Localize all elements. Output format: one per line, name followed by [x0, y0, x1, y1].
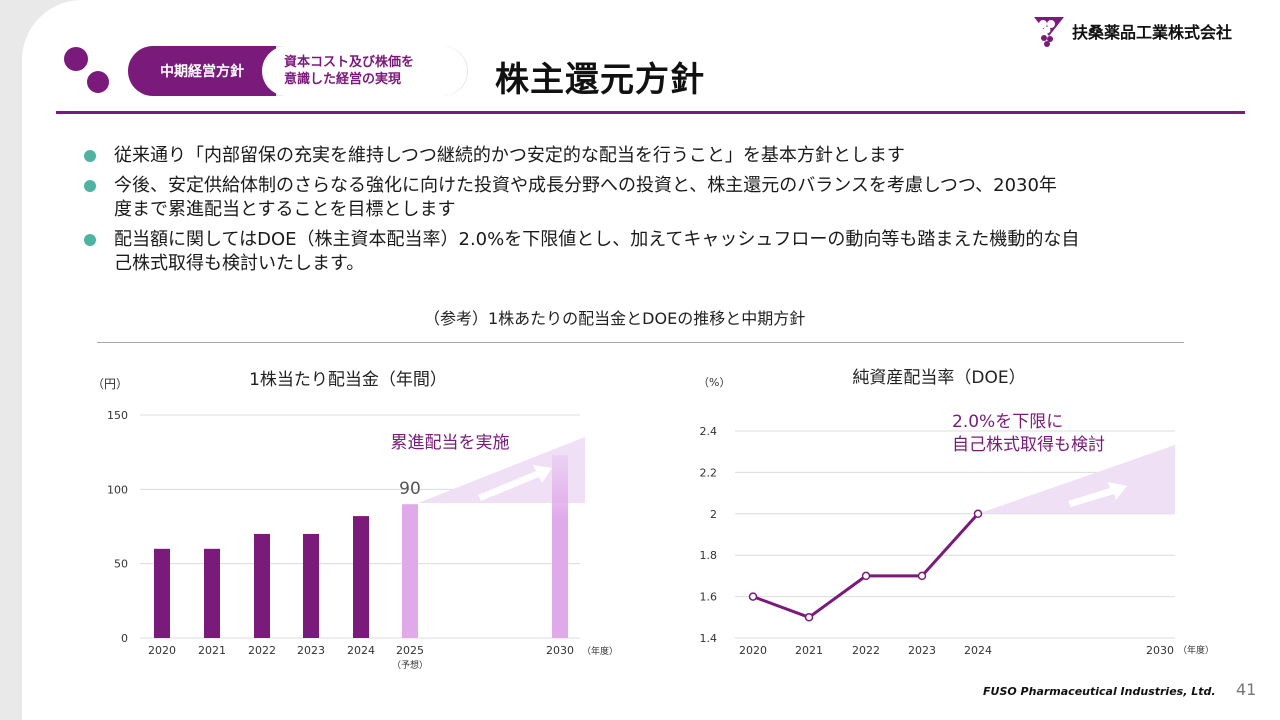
decor-dot-2	[87, 71, 109, 93]
section-label: 中期経営方針	[128, 46, 276, 96]
x-tick-label: 2024	[347, 644, 375, 657]
data-label: 90	[399, 479, 421, 499]
bullet-item: 配当額に関してはDOE（株主資本配当率）2.0%を下限値とし、加えてキャッシュフ…	[84, 228, 1224, 276]
growth-arrow-icon	[478, 465, 552, 501]
y-tick-label: 2	[710, 508, 717, 521]
section-subtitle-line2: 意識した経営の実現	[284, 72, 402, 87]
bar	[254, 533, 270, 638]
bar	[402, 504, 418, 638]
slide	[22, 0, 1280, 720]
chart-title: 純資産配当率（DOE）	[852, 368, 1025, 388]
chart-annotation-line1: 2.0%を下限に	[952, 412, 1063, 432]
doe-line	[752, 512, 980, 619]
y-tick-label: 2.2	[700, 466, 718, 479]
x-tick-label: 2030	[1146, 644, 1174, 657]
grape-logo-icon	[1034, 17, 1064, 47]
growth-arrow-band	[418, 437, 585, 503]
x-tick-label: 2023	[297, 644, 325, 657]
y-tick-label: 1.6	[700, 591, 718, 604]
bullet-dot-icon	[84, 180, 96, 192]
x-tick-sublabel: （予想）	[392, 659, 428, 671]
bullet-dot-icon	[84, 150, 96, 162]
growth-arrow-icon	[1068, 482, 1127, 507]
data-point	[861, 571, 871, 581]
doe-line-chart: 純資産配当率（DOE） （%） 1.4 1.6 1.8 2 2.2 2.4 2020 2021…	[698, 368, 1214, 657]
bar-2030-forecast	[552, 455, 568, 638]
x-tick-label: 2023	[908, 644, 936, 657]
bullet-text: 己株式取得も検討いたします。	[114, 253, 365, 274]
bullet-item: 従来通り「内部留保の充実を維持しつつ継続的かつ安定的な配当を行うこと」を基本方針…	[84, 144, 1224, 168]
data-point	[748, 592, 758, 601]
y-axis-label: （円）	[92, 377, 128, 391]
header-divider	[56, 111, 1245, 114]
chart-annotation-line2: 自己株式取得も検討	[952, 435, 1105, 455]
reference-title: （参考）1株あたりの配当金とDOEの推移と中期方針	[424, 309, 806, 328]
section-subtitle: 資本コスト及び株価を 意識した経営の実現	[262, 46, 467, 96]
chart-title: 1株当たり配当金（年間）	[249, 370, 447, 390]
bar	[353, 516, 369, 638]
chart-annotation: 累進配当を実施	[391, 433, 510, 453]
decor-dot-1	[64, 47, 88, 71]
y-tick-label: 150	[107, 409, 128, 422]
bar	[154, 548, 170, 638]
x-tick-label: 2030	[546, 644, 574, 657]
bullet-text: 度まで累進配当とすることを目標とします	[114, 199, 456, 220]
y-tick-label: 1.8	[700, 549, 718, 562]
x-axis-label: （年度）	[582, 645, 618, 657]
y-tick-label: 100	[107, 483, 128, 496]
bullet-item: 今後、安定供給体制のさらなる強化に向けた投資や成長分野への投資と、株主還元のバラ…	[84, 174, 1224, 222]
y-axis-label: （%）	[698, 376, 730, 389]
section-subtitle-line1: 資本コスト及び株価を	[284, 55, 415, 70]
x-tick-label: 2021	[198, 644, 226, 657]
y-tick-label: 50	[114, 558, 128, 571]
policy-bullets: 従来通り「内部留保の充実を維持しつつ継続的かつ安定的な配当を行うこと」を基本方針…	[84, 144, 1224, 282]
reference-divider	[97, 342, 1184, 343]
bullet-text: 従来通り「内部留保の充実を維持しつつ継続的かつ安定的な配当を行うこと」を基本方針…	[114, 145, 905, 166]
bullet-text: 配当額に関してはDOE（株主資本配当率）2.0%を下限値とし、加えてキャッシュフ…	[114, 229, 1080, 250]
x-tick-label: 2025	[396, 644, 424, 657]
company-logo: 扶桑薬品工業株式会社	[1032, 14, 1232, 48]
x-tick-label: 2022	[248, 644, 276, 657]
dividend-bar-chart: 1株当たり配当金（年間） （円） 0 50 100 150 2020 2021 2022 20…	[92, 370, 618, 671]
y-tick-label: 0	[121, 632, 128, 645]
data-point	[804, 613, 814, 622]
bar	[204, 548, 220, 638]
x-tick-label: 2020	[148, 644, 176, 657]
x-tick-label: 2024	[964, 644, 992, 657]
bullet-text: 今後、安定供給体制のさらなる強化に向けた投資や成長分野への投資と、株主還元のバラ…	[114, 175, 1057, 196]
growth-arrow-band	[978, 445, 1175, 514]
bar	[303, 533, 319, 638]
company-name: 扶桑薬品工業株式会社	[1072, 23, 1233, 42]
y-tick-label: 2.4	[700, 425, 718, 438]
x-tick-label: 2021	[795, 644, 823, 657]
page-number: 41	[1236, 680, 1257, 699]
data-point	[973, 509, 983, 519]
page-title: 株主還元方針	[495, 60, 705, 100]
y-tick-label: 1.4	[700, 632, 718, 645]
footer-brand: FUSO Pharmaceutical Industries, Ltd.	[983, 685, 1216, 698]
bullet-dot-icon	[84, 234, 96, 246]
data-point	[917, 571, 927, 581]
x-tick-label: 2022	[852, 644, 880, 657]
x-tick-label: 2020	[739, 644, 767, 657]
x-axis-label: （年度）	[1178, 644, 1214, 656]
